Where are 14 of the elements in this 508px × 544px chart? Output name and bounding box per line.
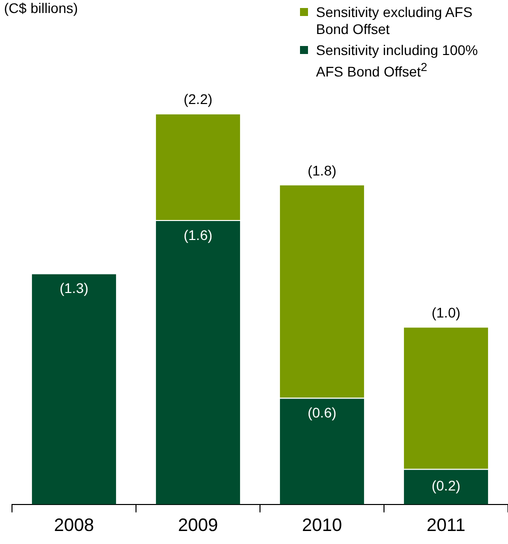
x-tick-label: 2008	[54, 515, 94, 536]
total-label: (1.0)	[432, 304, 460, 320]
data-label: (1.6)	[184, 226, 212, 243]
x-tick-label: 2010	[302, 515, 342, 536]
x-tick-label: 2011	[426, 515, 466, 536]
x-tick-label: 2009	[178, 515, 218, 536]
legend-label: Sensitivity excluding AFS Bond Offset	[316, 4, 474, 38]
data-label: (0.6)	[308, 404, 336, 421]
total-label: (1.8)	[308, 162, 336, 178]
data-label: (1.3)	[60, 280, 88, 296]
text: (C$ billions)	[4, 0, 78, 16]
data-label: (0.2)	[432, 477, 460, 494]
legend-label: Sensitivity including 100% AFS Bond Offset$^{2}$	[316, 42, 479, 81]
total-label: (2.2)	[184, 91, 212, 108]
